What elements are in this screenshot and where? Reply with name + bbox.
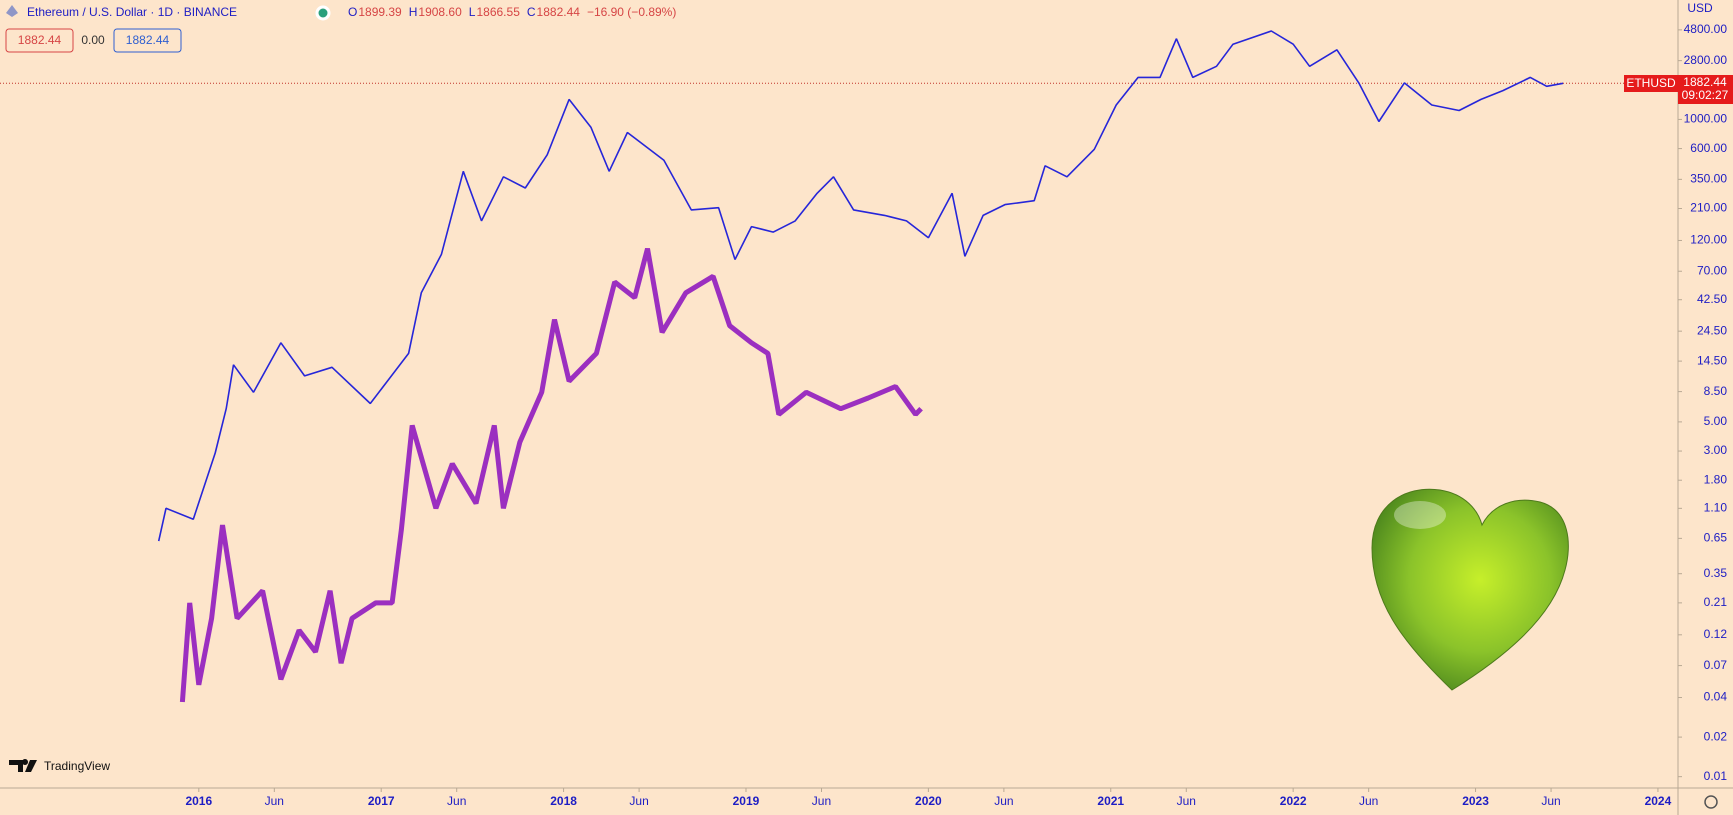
ask-box[interactable]: [113, 28, 182, 53]
y-tick-label: 600.00: [1690, 141, 1727, 155]
y-tick-label: 1000.00: [1684, 112, 1728, 126]
y-tick-label: 4800.00: [1684, 22, 1728, 36]
x-tick-label: 2023: [1462, 794, 1489, 808]
y-tick-label: 0.65: [1704, 531, 1728, 545]
x-tick-label: Jun: [994, 794, 1013, 808]
y-tick-label: 0.07: [1704, 658, 1728, 672]
x-tick-label: 2021: [1097, 794, 1124, 808]
x-tick-label: Jun: [1177, 794, 1196, 808]
x-tick-label: 2022: [1280, 794, 1307, 808]
y-tick-label: 70.00: [1697, 263, 1727, 277]
x-tick-label: 2016: [185, 794, 212, 808]
x-tick-label: Jun: [1541, 794, 1560, 808]
ohlc-key: H: [409, 5, 418, 19]
ohlc-legend: O 1899.39 H 1908.60 L 1866.55 C 1882.44 −16.90 (…: [348, 5, 676, 19]
price-tag-value: 1882.44: [1683, 75, 1727, 89]
ohlc-key: C: [527, 5, 536, 19]
y-tick-label: 42.50: [1697, 292, 1727, 306]
bid-price: 1882.44: [18, 33, 62, 47]
price-line: [157, 30, 1564, 542]
y-tick-label: 5.00: [1704, 414, 1728, 428]
x-tick-label: 2020: [915, 794, 942, 808]
plot-area: [0, 30, 1678, 703]
y-tick-label: 120.00: [1690, 233, 1727, 247]
bid-box[interactable]: [5, 28, 74, 53]
y-tick-label: 0.12: [1704, 627, 1728, 641]
y-tick-label: 210.00: [1690, 201, 1727, 215]
y-tick-label: 1.10: [1704, 501, 1728, 515]
symbol-tag: [1624, 75, 1678, 92]
market-status[interactable]: [315, 5, 331, 21]
x-tick-label: Jun: [1359, 794, 1378, 808]
x-tick-label: Jun: [812, 794, 831, 808]
x-tick-label: 2019: [733, 794, 760, 808]
heart-emoji: [1371, 488, 1569, 691]
x-tick-label: 2018: [550, 794, 577, 808]
y-tick-label: 8.50: [1704, 384, 1728, 398]
y-tick-label: 0.35: [1704, 566, 1728, 580]
settings-icon[interactable]: [1704, 795, 1718, 809]
ohlc-value: 1899.39: [358, 5, 402, 19]
y-tick-label: 14.50: [1697, 353, 1727, 367]
ohlc-key: O: [348, 5, 357, 19]
symbol-title[interactable]: Ethereum / U.S. Dollar · 1D · BINANCE: [27, 5, 237, 19]
x-tick-label: 2024: [1645, 794, 1672, 808]
x-tick-label: Jun: [265, 794, 284, 808]
price-line: [179, 247, 923, 703]
y-tick-label: 3.00: [1704, 443, 1728, 457]
x-tick-label: Jun: [447, 794, 466, 808]
y-tick-label: 0.01: [1704, 769, 1728, 783]
y-tick-label: 0.21: [1704, 595, 1728, 609]
logo-text[interactable]: TradingView: [44, 759, 110, 773]
ohlc-value: 1866.55: [476, 5, 520, 19]
y-tick-label: 0.04: [1704, 690, 1728, 704]
price-tag: [1678, 75, 1733, 104]
y-tick-label: 350.00: [1690, 172, 1727, 186]
ohlc-value: 1908.60: [418, 5, 462, 19]
currency-selector[interactable]: USD: [1687, 1, 1713, 15]
x-tick-label: 2017: [368, 794, 395, 808]
y-tick-label: 1.80: [1704, 472, 1728, 486]
logo-mark: [9, 758, 37, 772]
ohlc-key: L: [469, 5, 476, 19]
symbol-tag-text: ETHUSD: [1626, 76, 1676, 90]
eth-icon: [6, 5, 18, 17]
spread: 0.00: [81, 33, 105, 47]
price-tag-countdown: 09:02:27: [1682, 88, 1729, 102]
ask-price: 1882.44: [126, 33, 170, 47]
y-tick-label: 2800.00: [1684, 53, 1728, 67]
ohlc-value: 1882.44: [537, 5, 581, 19]
x-tick-label: Jun: [629, 794, 648, 808]
change: −16.90 (−0.89%): [587, 5, 676, 19]
y-tick-label: 0.02: [1704, 729, 1728, 743]
heart-highlight: [1394, 501, 1446, 529]
y-tick-label: 24.50: [1697, 323, 1727, 337]
